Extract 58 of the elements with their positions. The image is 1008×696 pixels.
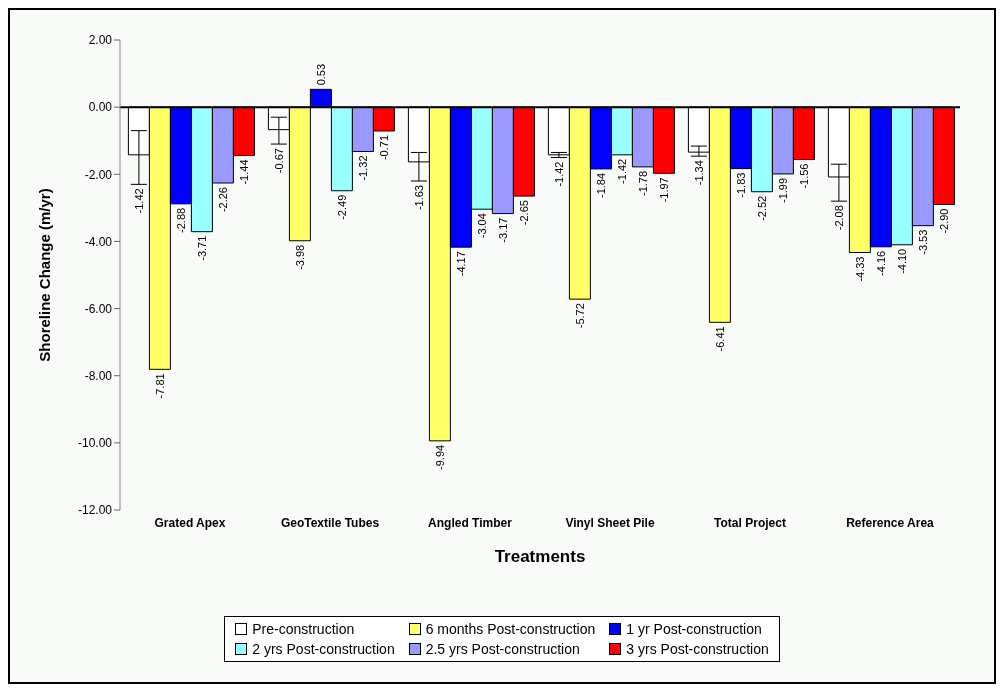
x-tick-label: Vinyl Sheet Pile bbox=[565, 515, 655, 530]
data-label: -0.71 bbox=[377, 134, 390, 161]
data-label: -2.26 bbox=[216, 187, 229, 213]
data-label: -3.53 bbox=[916, 229, 929, 255]
legend-label: 3 yrs Post-construction bbox=[626, 641, 769, 657]
data-label: -4.10 bbox=[895, 248, 908, 274]
data-label: -4.17 bbox=[454, 251, 467, 277]
legend-label: 2 yrs Post-construction bbox=[252, 641, 395, 657]
data-label: -3.71 bbox=[195, 235, 208, 261]
data-label: -1.42 bbox=[132, 188, 145, 214]
data-label: -5.72 bbox=[573, 303, 586, 329]
data-label: -2.65 bbox=[517, 200, 530, 226]
y-tick-label: 0.00 bbox=[88, 100, 113, 115]
data-label: -1.97 bbox=[657, 177, 670, 203]
data-label: -1.42 bbox=[552, 161, 565, 187]
data-label: -1.83 bbox=[734, 172, 747, 198]
data-label: -2.52 bbox=[755, 195, 768, 221]
data-label: -4.16 bbox=[874, 250, 887, 276]
data-label: -0.67 bbox=[272, 148, 285, 174]
data-label: -1.56 bbox=[797, 163, 810, 189]
data-label: -2.08 bbox=[832, 205, 845, 231]
legend-label: Pre-construction bbox=[252, 621, 355, 637]
data-label: -9.94 bbox=[433, 444, 446, 470]
data-label: -3.98 bbox=[293, 244, 306, 270]
data-label: -1.44 bbox=[237, 159, 250, 185]
x-tick-label: Total Project bbox=[714, 515, 786, 530]
data-label: -2.49 bbox=[335, 194, 348, 220]
data-label: -1.78 bbox=[636, 170, 649, 196]
y-tick-label: -12.00 bbox=[77, 503, 113, 518]
legend-label: 1 yr Post-construction bbox=[626, 621, 762, 637]
legend-label: 2.5 yrs Post-construction bbox=[425, 641, 580, 657]
x-tick-label: Reference Area bbox=[846, 515, 935, 530]
data-label: -3.04 bbox=[475, 213, 488, 239]
x-tick-label: Grated Apex bbox=[154, 515, 226, 530]
data-label: -4.33 bbox=[853, 256, 866, 282]
x-tick-label: GeoTextile Tubes bbox=[280, 515, 380, 530]
data-label: -1.42 bbox=[615, 158, 628, 184]
data-label: -7.81 bbox=[153, 373, 166, 399]
data-label: -2.90 bbox=[937, 208, 950, 234]
legend-label: 6 months Post-construction bbox=[425, 621, 596, 637]
x-tick-label: Angled Timber bbox=[428, 515, 513, 530]
data-label: 0.53 bbox=[314, 63, 327, 86]
data-label: -2.88 bbox=[174, 207, 187, 233]
data-label: -1.99 bbox=[776, 177, 789, 204]
data-label: -1.34 bbox=[692, 160, 705, 186]
y-tick-label: -6.00 bbox=[84, 301, 113, 316]
y-axis-title: Shoreline Change (m/yr) bbox=[36, 188, 54, 362]
data-label: -3.17 bbox=[496, 217, 509, 243]
y-tick-label: 2.00 bbox=[88, 33, 113, 48]
data-label: -1.32 bbox=[356, 155, 369, 181]
y-tick-label: -10.00 bbox=[77, 436, 113, 451]
data-label: -1.63 bbox=[412, 185, 425, 211]
data-label: -1.84 bbox=[594, 172, 607, 198]
data-label: -6.41 bbox=[713, 326, 726, 352]
y-tick-label: -2.00 bbox=[84, 167, 113, 182]
y-tick-label: -4.00 bbox=[84, 234, 113, 249]
y-tick-label: -8.00 bbox=[84, 368, 113, 383]
x-axis-title: Treatments bbox=[494, 547, 586, 566]
